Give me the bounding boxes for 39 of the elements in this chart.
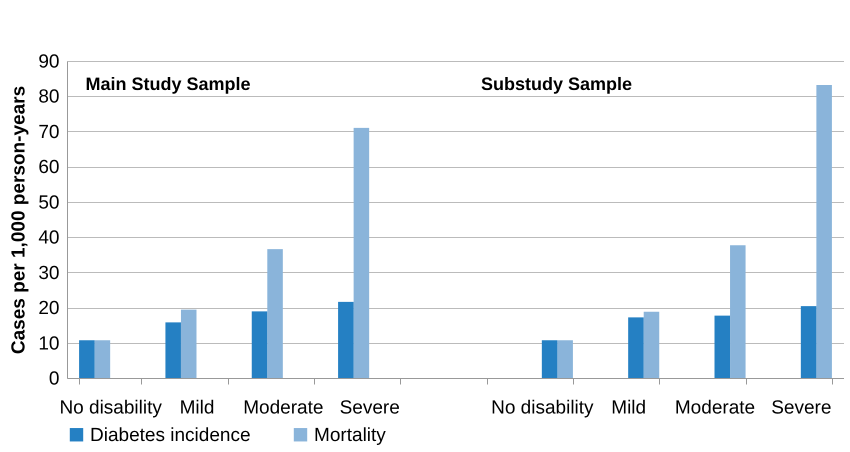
bar: [816, 84, 832, 378]
annotation: Main Study Sample: [85, 74, 251, 94]
bar: [252, 311, 268, 378]
bar: [165, 322, 181, 378]
bar: [730, 245, 746, 378]
y-tick-label: 40: [38, 228, 60, 249]
x-tick-label: Severe: [340, 398, 400, 418]
y-tick-label: 0: [48, 368, 60, 390]
x-tick-label: No disability: [59, 398, 162, 418]
y-tick-label: 80: [38, 86, 60, 108]
y-tick-label: 90: [38, 52, 60, 72]
bar: [542, 340, 558, 378]
y-tick-label: 70: [38, 122, 60, 143]
y-tick-label: 10: [38, 333, 60, 354]
x-tick-label: Severe: [771, 398, 832, 418]
bar: [338, 302, 354, 378]
bar: [180, 310, 196, 378]
bar: [557, 340, 573, 378]
legend-label: Diabetes incidence: [90, 424, 251, 446]
x-tick-label: Moderate: [243, 398, 324, 418]
y-tick-label: 50: [38, 192, 60, 214]
bar: [94, 340, 110, 378]
annotation: Substudy Sample: [480, 74, 632, 94]
x-tick-label: Mild: [611, 398, 646, 418]
x-tick-label: Moderate: [674, 398, 756, 418]
y-tick-label: 30: [38, 262, 60, 284]
bar: [354, 128, 370, 378]
x-tick-label: Mild: [180, 398, 214, 418]
bar: [800, 306, 816, 378]
bar: [267, 249, 283, 378]
bar: [714, 316, 730, 378]
bar: [628, 317, 644, 378]
legend-label: Mortality: [314, 424, 386, 446]
y-axis-title: Cases per 1,000 person-years: [8, 86, 30, 354]
bar: [79, 340, 95, 378]
bar: [644, 312, 660, 378]
y-tick-label: 60: [38, 157, 60, 178]
x-tick-label: No disability: [491, 398, 594, 418]
y-tick-label: 20: [38, 298, 60, 320]
